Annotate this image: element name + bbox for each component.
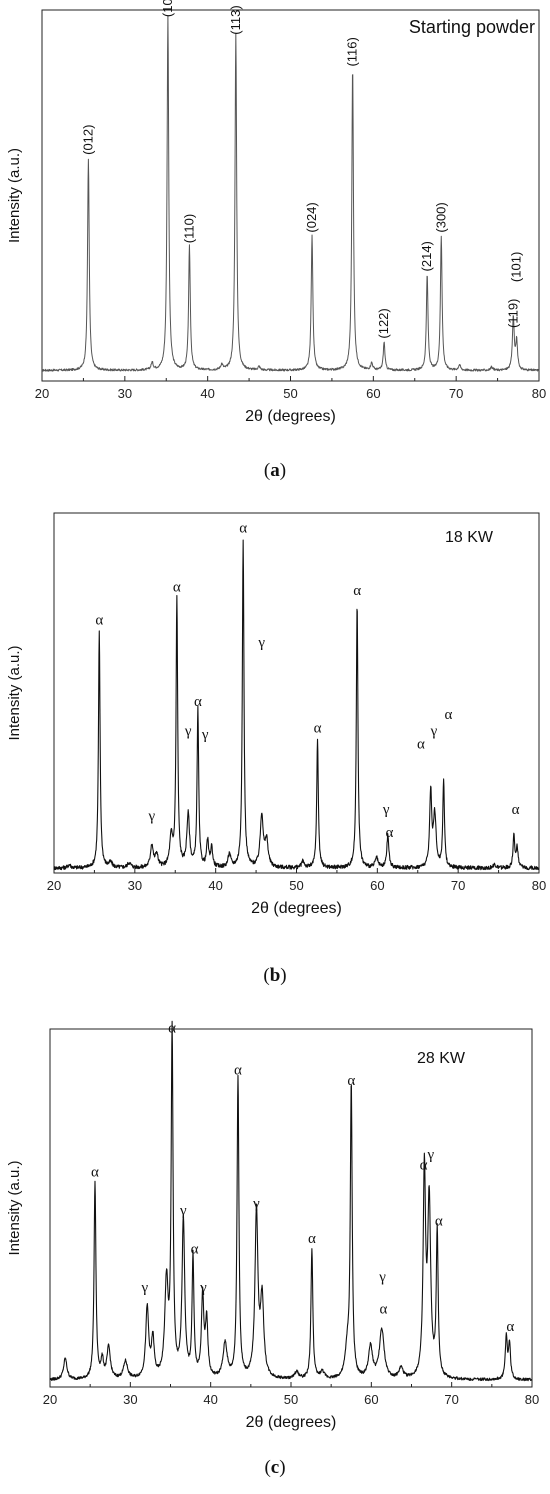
peak-index-label: (122)	[376, 308, 391, 338]
xrd-pattern-line	[41, 15, 540, 372]
x-tick-label: 30	[128, 878, 142, 893]
phase-label: γ	[430, 724, 438, 740]
phase-label: α	[194, 694, 202, 710]
peak-index-label: (119)	[505, 299, 520, 328]
phase-label: α	[168, 1021, 176, 1037]
peak-index-label: (104)	[160, 0, 175, 17]
phase-label: α	[386, 825, 394, 841]
phase-label: γ	[140, 1280, 148, 1296]
plot-frame	[49, 1028, 533, 1388]
phase-label: α	[239, 521, 247, 537]
peak-index-label: (024)	[304, 202, 319, 232]
phase-label: α	[435, 1214, 443, 1230]
phase-label: γ	[378, 1270, 386, 1286]
phase-label: γ	[426, 1147, 434, 1163]
peak-index-label: (113)	[228, 5, 243, 34]
plot-frame	[53, 512, 540, 874]
x-tick-label: 60	[364, 1392, 378, 1407]
phase-label: α	[173, 580, 181, 596]
phase-label: α	[420, 1157, 428, 1173]
chart-title: 28 KW	[417, 1050, 466, 1067]
phase-label: α	[308, 1231, 316, 1247]
peak-index-label: (300)	[433, 202, 448, 232]
phase-label: γ	[199, 1280, 207, 1296]
chart-title: Starting powder	[409, 17, 535, 37]
phase-label: γ	[147, 809, 155, 825]
peak-index-label: (012)	[80, 125, 95, 155]
xrd-chart-c: 20 30 40 50 60 70 80 2θ (degrees) Intensity (a.u…	[6, 1020, 539, 1431]
phase-label: α	[506, 1319, 514, 1335]
phase-label: α	[191, 1242, 199, 1258]
x-tick-label: 30	[118, 386, 132, 401]
phase-label: γ	[201, 727, 209, 743]
panel-label-c: (c)	[264, 1457, 286, 1478]
phase-label: α	[445, 707, 453, 723]
x-tick-label: 20	[35, 386, 49, 401]
x-tick-label: 50	[283, 386, 297, 401]
x-tick-label: 70	[451, 878, 465, 893]
phase-label: α	[379, 1301, 387, 1317]
phase-label: α	[353, 583, 361, 599]
x-tick-label: 50	[284, 1392, 298, 1407]
panel-label-a: (a)	[263, 460, 287, 481]
x-tick-label: 60	[366, 386, 380, 401]
y-axis-label: Intensity (a.u.)	[6, 148, 23, 243]
x-tick-label: 30	[123, 1392, 137, 1407]
phase-label: γ	[382, 802, 390, 818]
x-tick-label: 40	[200, 386, 214, 401]
xrd-panel-b: 20 30 40 50 60 70 80 2θ (degrees) Intensity (a.u…	[0, 498, 550, 998]
x-tick-label: 80	[525, 1392, 539, 1407]
phase-label: γ	[179, 1203, 187, 1219]
xrd-pattern-line	[53, 539, 540, 871]
x-tick-label: 70	[444, 1392, 458, 1407]
x-tick-label: 80	[532, 878, 546, 893]
y-axis-label: Intensity (a.u.)	[6, 1160, 23, 1255]
x-axis-label: 2θ (degrees)	[251, 900, 342, 917]
x-tick-label: 70	[449, 386, 463, 401]
xrd-pattern-line	[49, 1020, 533, 1382]
x-tick-label: 60	[370, 878, 384, 893]
phase-label: γ	[252, 1196, 260, 1212]
plot-frame	[41, 9, 540, 382]
x-axis-label: 2θ (degrees)	[245, 408, 336, 425]
xrd-panel-a: 20 30 40 50 60 70 80 2θ (degrees) Intensity (a.u…	[0, 0, 550, 490]
peak-index-label: (110)	[181, 214, 196, 243]
phase-label: α	[91, 1164, 99, 1180]
x-tick-label: 50	[289, 878, 303, 893]
peak-index-label: (101)	[509, 252, 524, 282]
chart-title: 18 KW	[445, 529, 494, 546]
phase-label: γ	[257, 635, 265, 651]
phase-label: α	[417, 737, 425, 753]
y-axis-label: Intensity (a.u.)	[6, 645, 23, 740]
phase-label: γ	[184, 724, 192, 740]
phase-label: α	[512, 802, 520, 818]
phase-label: α	[95, 612, 103, 628]
x-tick-label: 40	[203, 1392, 217, 1407]
x-tick-label: 40	[208, 878, 222, 893]
peak-index-label: (214)	[419, 241, 434, 271]
x-tick-label: 20	[47, 878, 61, 893]
panel-label-b: (b)	[263, 965, 287, 986]
peak-index-label: (116)	[345, 37, 360, 66]
xrd-chart-a: 20 30 40 50 60 70 80 2θ (degrees) Intensity (a.u…	[6, 0, 546, 425]
x-tick-label: 80	[532, 386, 546, 401]
xrd-panel-c: 20 30 40 50 60 70 80 2θ (degrees) Intensity (a.u…	[0, 1012, 550, 1494]
phase-label: α	[314, 720, 322, 736]
xrd-chart-b: 20 30 40 50 60 70 80 2θ (degrees) Intensity (a.u…	[6, 512, 546, 917]
x-tick-label: 20	[43, 1392, 57, 1407]
x-axis-label: 2θ (degrees)	[246, 1414, 337, 1431]
phase-label: α	[347, 1073, 355, 1089]
phase-label: α	[234, 1063, 242, 1079]
